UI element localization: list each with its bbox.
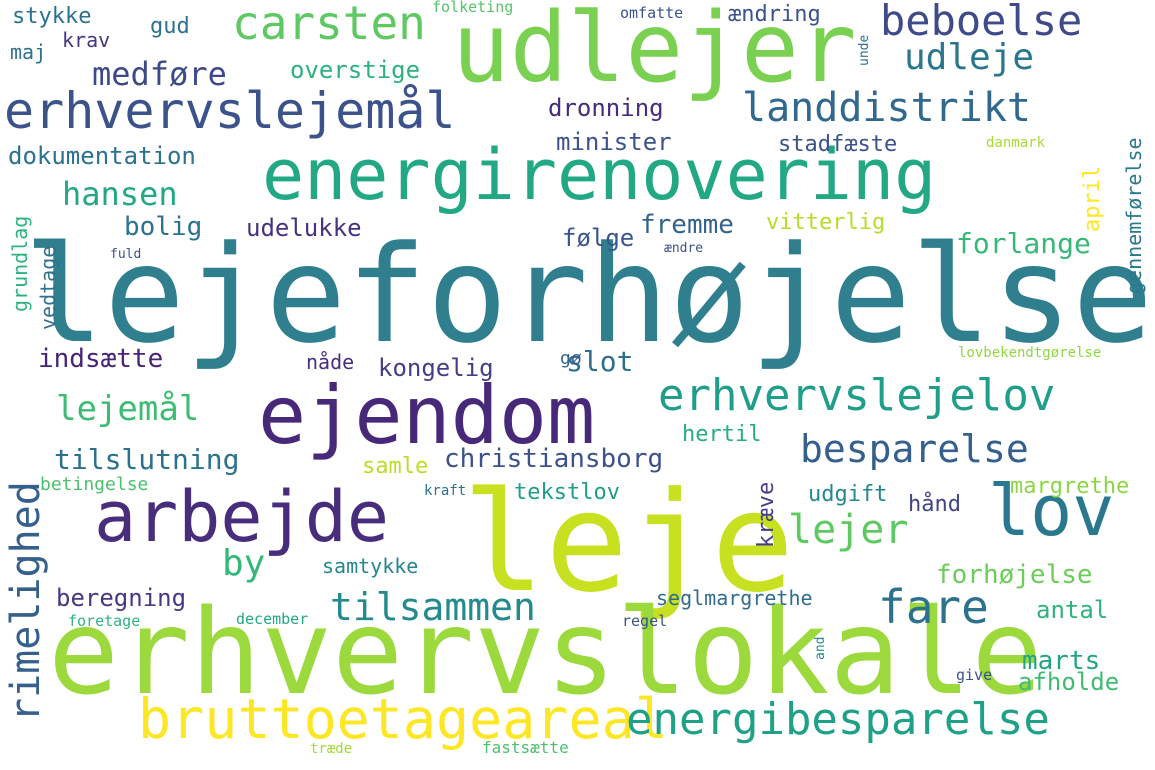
word-leje: leje: [462, 462, 795, 623]
word-gennemforelse: gennemførelse: [1122, 137, 1146, 294]
word-folketing: folketing: [432, 0, 514, 16]
word-overstige: overstige: [290, 56, 421, 84]
word-december: december: [236, 610, 309, 628]
word-kraeve: kræve: [754, 481, 779, 548]
word-hand: hånd: [908, 492, 961, 517]
word-stykke: stykke: [12, 4, 92, 29]
word-marts: marts: [1022, 646, 1101, 676]
word-udleje: udleje: [904, 37, 1035, 78]
word-tekstlov: tekstlov: [514, 480, 620, 505]
word-betingelse: betingelse: [40, 474, 149, 495]
word-aendring: ændring: [728, 2, 821, 27]
word-and: and: [813, 636, 828, 660]
word-dokumentation: dokumentation: [8, 142, 196, 170]
word-antal: antal: [1036, 596, 1109, 624]
word-afholde: afholde: [1018, 668, 1120, 696]
word-omfatte: omfatte: [620, 4, 684, 22]
word-april: april: [1080, 165, 1105, 232]
word-vitterlig: vitterlig: [766, 210, 886, 235]
word-hertil: hertil: [682, 422, 762, 447]
word-maj: maj: [10, 40, 47, 64]
word-lovbekendtgorelse: lovbekendtgørelse: [958, 345, 1102, 361]
word-go: gø: [560, 348, 582, 369]
word-energirenovering: energirenovering: [262, 134, 937, 216]
word-bruttoetageareal: bruttoetageareal: [138, 687, 668, 751]
word-foretage: foretage: [68, 612, 141, 630]
word-besparelse: besparelse: [800, 427, 1029, 471]
word-forhojelse: forhøjelse: [936, 560, 1093, 590]
word-traede: træde: [310, 741, 353, 757]
word-erhvervslejelov: erhvervslejelov: [658, 370, 1056, 421]
word-tilsammen: tilsammen: [330, 585, 536, 629]
word-give: give: [956, 666, 993, 684]
word-gud: gud: [150, 14, 190, 39]
word-lejer: lejer: [788, 507, 909, 553]
word-danmark: danmark: [986, 135, 1046, 151]
word-christiansborg: christiansborg: [444, 444, 664, 474]
word-stadfaeste: stadfæste: [778, 132, 898, 157]
word-medfore: medføre: [92, 55, 227, 93]
word-beregning: beregning: [56, 584, 187, 612]
word-samle: samle: [362, 454, 429, 479]
word-fastsaette: fastsætte: [482, 738, 569, 757]
word-udelukke: udelukke: [246, 214, 362, 242]
word-hansen: hansen: [62, 175, 178, 213]
word-aendre: ændre: [664, 241, 704, 256]
word-fremme: fremme: [640, 210, 734, 240]
word-energibesparelse: energibesparelse: [626, 694, 1050, 745]
word-lov: lov: [988, 470, 1115, 552]
word-dronning: dronning: [548, 94, 664, 122]
word-minister: minister: [556, 128, 672, 156]
word-arbejde: arbejde: [94, 476, 390, 558]
word-beboelse: beboelse: [880, 0, 1083, 45]
word-unde: unde: [857, 34, 872, 66]
word-tilslutning: tilslutning: [54, 443, 240, 476]
word-krav: krav: [62, 28, 111, 52]
word-erhvervslejemal: erhvervslejemål: [4, 82, 456, 140]
word-fuld: fuld: [110, 247, 142, 262]
word-carsten: carsten: [232, 0, 426, 50]
word-folge: følge: [562, 224, 635, 252]
word-margrethe: margrethe: [1010, 474, 1130, 499]
word-lejemal: lejemål: [56, 389, 200, 429]
word-erhvervslokale: erhvervslokale: [48, 583, 1043, 721]
word-udgift: udgift: [808, 482, 888, 507]
word-vedtage: vedtage: [36, 245, 60, 330]
word-seglmargrethe: seglmargrethe: [656, 586, 813, 610]
word-bolig: bolig: [124, 212, 203, 242]
word-by: by: [222, 543, 266, 584]
word-ejendom: ejendom: [258, 369, 596, 462]
word-kraft: kraft: [424, 483, 467, 499]
word-landdistrikt: landdistrikt: [742, 85, 1031, 131]
word-indsaette: indsætte: [38, 344, 164, 374]
word-rimelighed: rimelighed: [3, 481, 49, 722]
word-fare: fare: [878, 580, 989, 634]
word-regel: regel: [622, 612, 668, 630]
word-samtykke: samtykke: [322, 554, 419, 578]
word-udlejer: udlejer: [452, 0, 857, 104]
word-lejeforhojelse: lejeforhøjelse: [23, 217, 1153, 373]
word-slot: slot: [566, 345, 634, 378]
word-kongelig: kongelig: [378, 354, 494, 382]
word-forlange: forlange: [956, 227, 1091, 260]
word-nade: nåde: [306, 350, 355, 374]
word-grundlag: grundlag: [8, 215, 32, 312]
